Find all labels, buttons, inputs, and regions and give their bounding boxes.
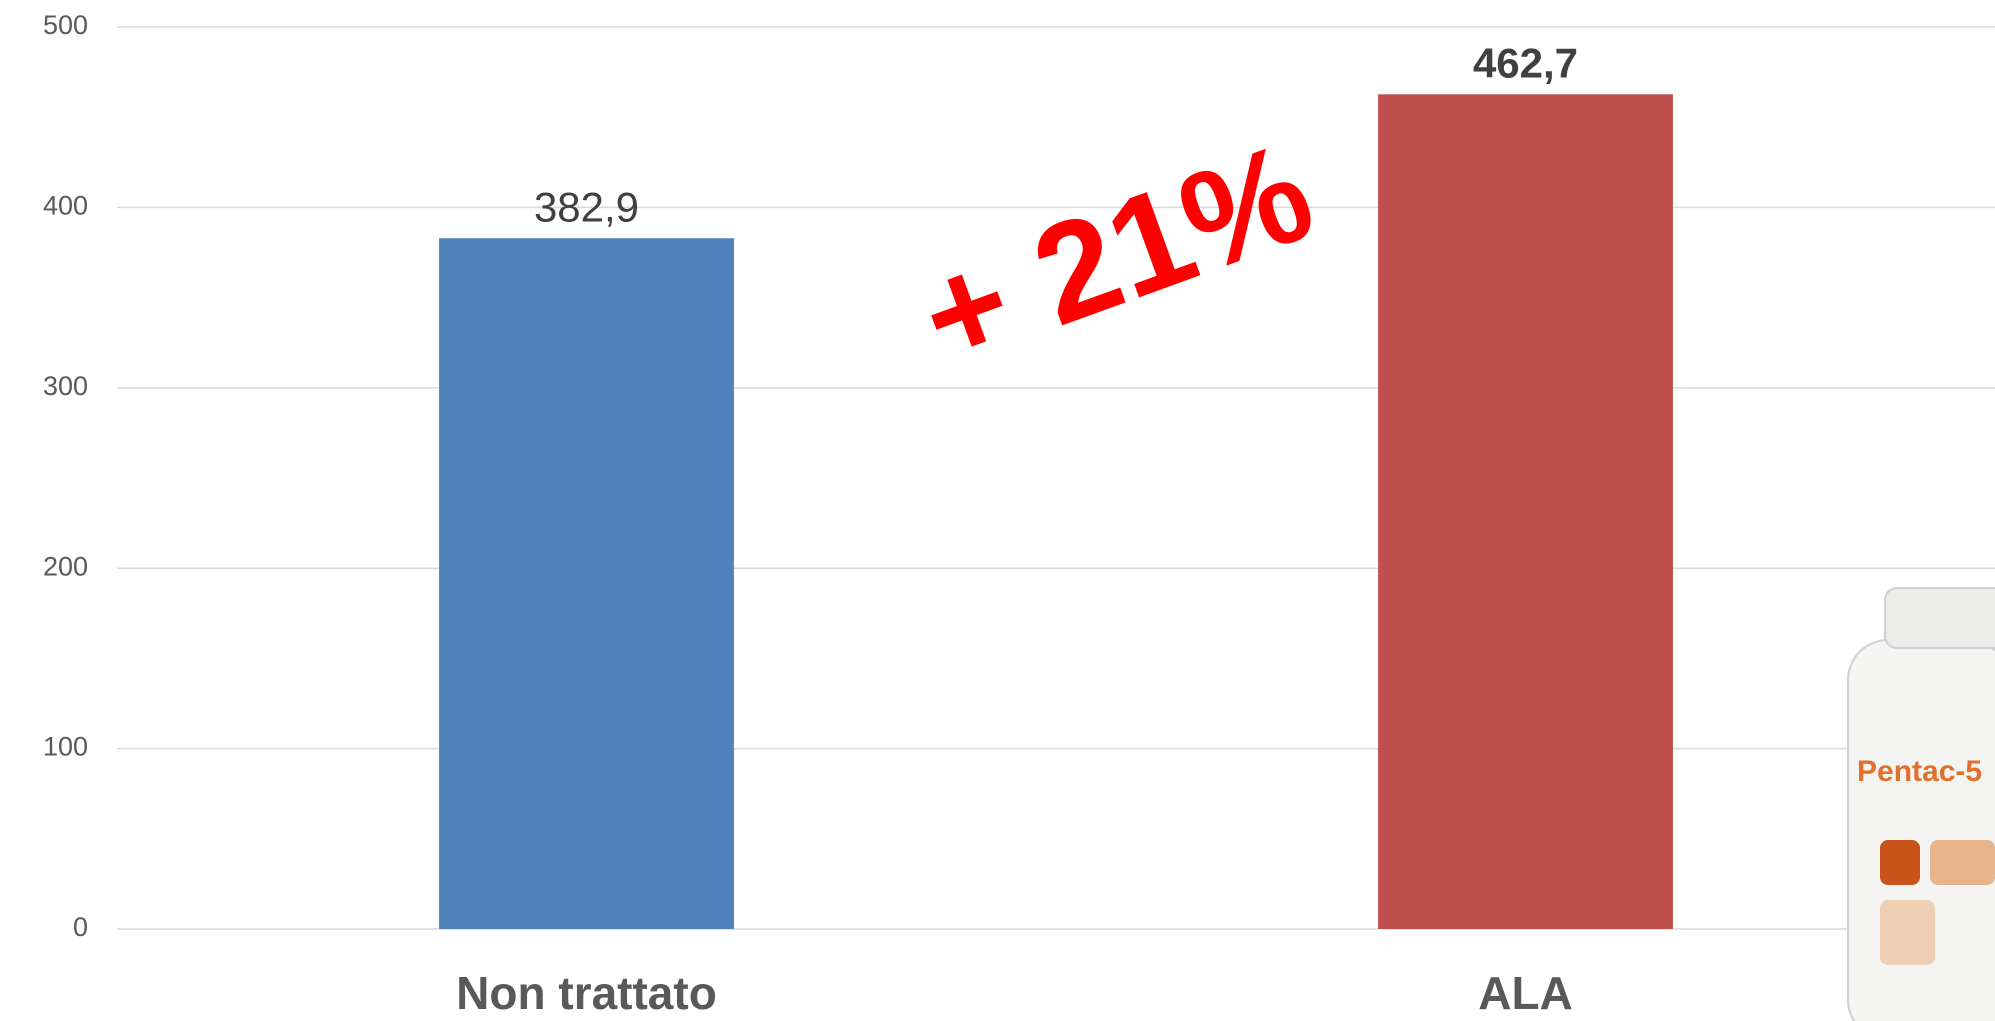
y-tick-label: 0 (73, 912, 88, 942)
bottle-cap (1885, 588, 1995, 648)
bar (439, 238, 734, 929)
chart: 0 100 200 300 400 500 Non trattato 382,9 ALA 462,… (0, 0, 1995, 1021)
y-tick-label: 200 (43, 551, 88, 581)
bar (1378, 94, 1673, 929)
bottle-decor (1880, 840, 1920, 885)
value-label: 382,9 (534, 183, 639, 230)
product-label: Pentac-5 (1857, 755, 1982, 788)
x-tick-label: ALA (1478, 967, 1573, 1019)
y-tick-label: 400 (43, 191, 88, 221)
product-bottle: Pentac-5 (1848, 588, 1995, 1021)
bottle-decor (1880, 900, 1935, 965)
y-tick-label: 500 (43, 10, 88, 40)
y-tick-label: 100 (43, 732, 88, 762)
y-tick-label: 300 (43, 371, 88, 401)
x-tick-label: Non trattato (456, 967, 717, 1019)
value-label: 462,7 (1473, 39, 1578, 86)
annotation: + 21% (901, 112, 1331, 397)
bottle-decor (1930, 840, 1995, 885)
